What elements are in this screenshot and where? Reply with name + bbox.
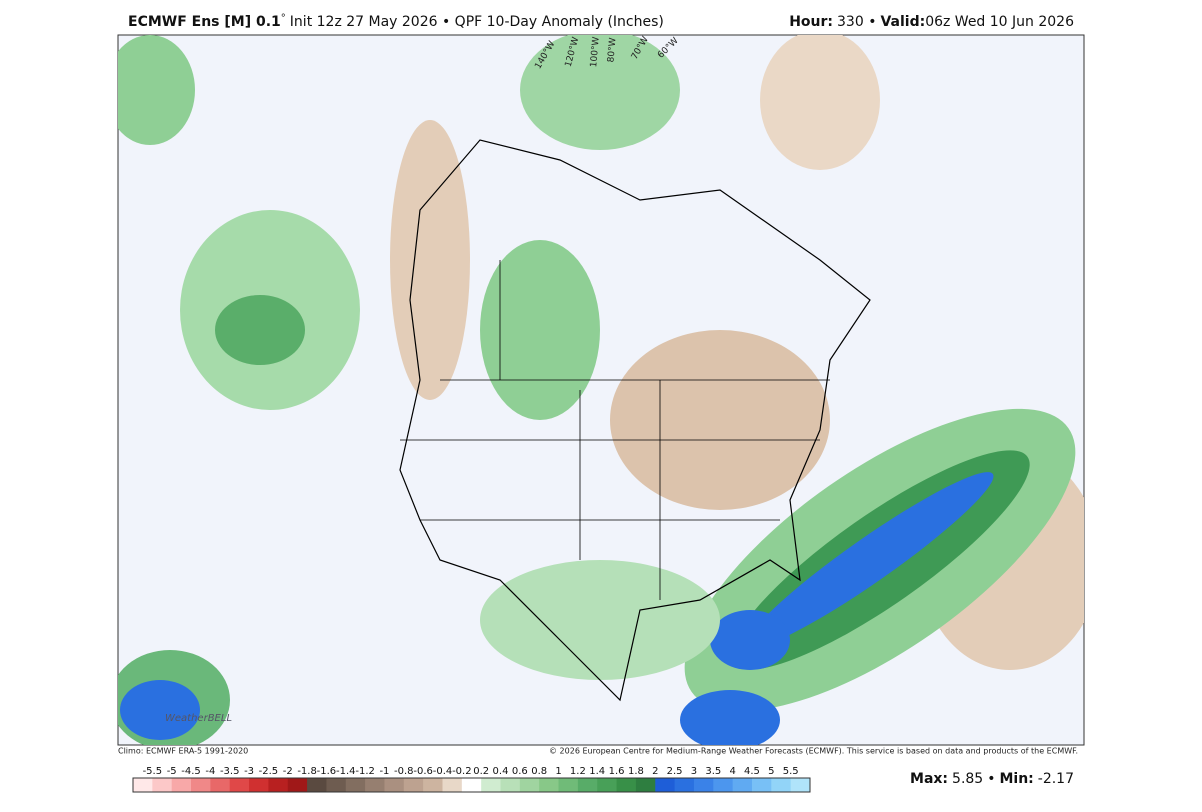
color-swatch bbox=[790, 778, 811, 792]
colorbar-label: 2 bbox=[652, 766, 658, 777]
coastline bbox=[399, 139, 871, 702]
color-swatch bbox=[442, 778, 463, 792]
color-swatch bbox=[655, 778, 676, 792]
degree: ° bbox=[281, 13, 286, 24]
colorbar-label: 3 bbox=[691, 766, 697, 777]
max-label: Max: bbox=[910, 771, 948, 787]
climo-note: Climo: ECMWF ERA-5 1991-2020 bbox=[118, 747, 248, 756]
colorbar-label: -1.4 bbox=[336, 766, 356, 777]
valid-label: Valid: bbox=[880, 14, 925, 30]
colorbar-label: -2 bbox=[283, 766, 293, 777]
colorbar-label: -1.6 bbox=[317, 766, 337, 777]
color-swatch bbox=[152, 778, 173, 792]
anomaly-field bbox=[118, 35, 1084, 745]
stats: Max: 5.85 • Min: -2.17 bbox=[910, 771, 1074, 787]
colorbar-label: -0.4 bbox=[433, 766, 453, 777]
colorbar-label: -3.5 bbox=[220, 766, 240, 777]
logo: WeatherBELL bbox=[165, 713, 232, 724]
colorbar-label: -1 bbox=[379, 766, 389, 777]
color-swatch bbox=[635, 778, 656, 792]
color-swatch bbox=[597, 778, 618, 792]
colorbar-label: -3 bbox=[244, 766, 254, 777]
color-swatch bbox=[191, 778, 211, 792]
colorbar-frame bbox=[132, 777, 811, 793]
credit: © 2026 European Centre for Medium-Range … bbox=[549, 747, 1078, 756]
colorbar-label: 5.5 bbox=[783, 766, 799, 777]
color-swatch bbox=[307, 778, 327, 792]
color-swatch bbox=[171, 778, 192, 792]
color-swatch bbox=[751, 778, 772, 792]
color-swatch bbox=[403, 778, 424, 792]
colorbar-label: 4 bbox=[729, 766, 735, 777]
color-swatch bbox=[558, 778, 579, 792]
hour: 330 • bbox=[837, 14, 876, 30]
color-swatch bbox=[500, 778, 521, 792]
min: -2.17 bbox=[1038, 771, 1074, 787]
borders bbox=[400, 260, 830, 600]
color-swatch bbox=[326, 778, 347, 792]
map: 140°W 120°W 100°W 80°W 70°W 60°W WeatherBELL bbox=[117, 34, 1085, 746]
colorbar-label: 1.4 bbox=[589, 766, 605, 777]
color-swatch bbox=[519, 778, 540, 792]
color-swatch bbox=[674, 778, 695, 792]
color-swatch bbox=[693, 778, 714, 792]
max: 5.85 bbox=[952, 771, 983, 787]
colorbar-label: 3.5 bbox=[705, 766, 721, 777]
min-label: Min: bbox=[999, 771, 1033, 787]
colorbar-label: -1.2 bbox=[355, 766, 375, 777]
colorbar-label: 1.2 bbox=[570, 766, 586, 777]
color-swatch bbox=[423, 778, 443, 792]
color-swatch bbox=[210, 778, 231, 792]
color-swatch bbox=[771, 778, 792, 792]
colorbar-label: -0.6 bbox=[413, 766, 433, 777]
color-swatch bbox=[229, 778, 250, 792]
color-swatch bbox=[732, 778, 753, 792]
colorbar-label: 0.8 bbox=[531, 766, 547, 777]
colorbar-label: -5 bbox=[167, 766, 177, 777]
color-swatch bbox=[345, 778, 366, 792]
separator: • bbox=[987, 771, 995, 787]
colorbar-label: 2.5 bbox=[667, 766, 683, 777]
color-swatch bbox=[287, 778, 308, 792]
colorbar-label: -2.5 bbox=[259, 766, 279, 777]
longitude-label: 80°W bbox=[606, 37, 618, 63]
colorbar-label: 1.6 bbox=[609, 766, 625, 777]
colorbar-label: -5.5 bbox=[143, 766, 163, 777]
colorbar-label: -1.8 bbox=[297, 766, 317, 777]
colorbar-label: 0.4 bbox=[493, 766, 509, 777]
longitude-label: 100°W bbox=[589, 36, 602, 67]
colorbar-label: 0.6 bbox=[512, 766, 528, 777]
color-swatch bbox=[539, 778, 560, 792]
colorbar-label: -4 bbox=[205, 766, 215, 777]
colorbar-label: 1 bbox=[555, 766, 561, 777]
colorbar-label: 4.5 bbox=[744, 766, 760, 777]
color-swatch bbox=[616, 778, 637, 792]
colorbar-label: -0.2 bbox=[452, 766, 472, 777]
color-swatch bbox=[384, 778, 405, 792]
color-swatch bbox=[577, 778, 598, 792]
color-swatch bbox=[481, 778, 502, 792]
colorbar-label: 0.2 bbox=[473, 766, 489, 777]
colorbar-label: 5 bbox=[768, 766, 774, 777]
colorbar-label: 1.8 bbox=[628, 766, 644, 777]
color-swatch bbox=[133, 778, 153, 792]
color-swatch bbox=[461, 778, 482, 792]
header-right: Hour: 330 • Valid:06z Wed 10 Jun 2026 bbox=[789, 14, 1074, 30]
colorbar-label: -4.5 bbox=[181, 766, 201, 777]
colorbar-label: -0.8 bbox=[394, 766, 414, 777]
hour-label: Hour: bbox=[789, 14, 833, 30]
valid: 06z Wed 10 Jun 2026 bbox=[925, 14, 1074, 30]
header-left: ECMWF Ens [M] 0.1° Init 12z 27 May 2026 •… bbox=[128, 13, 664, 30]
color-swatch bbox=[249, 778, 269, 792]
colorbar: -5.5 -5 -4.5 -4 -3.5 -3 -2.5 -2 -1.8 -1.6 -1.4 -1.2… bbox=[132, 766, 811, 793]
model: ECMWF Ens [M] 0.1 bbox=[128, 14, 281, 30]
color-swatch bbox=[713, 778, 734, 792]
color-swatch bbox=[365, 778, 385, 792]
init: Init 12z 27 May 2026 • QPF 10-Day Anomal… bbox=[290, 14, 664, 30]
color-swatch bbox=[268, 778, 289, 792]
